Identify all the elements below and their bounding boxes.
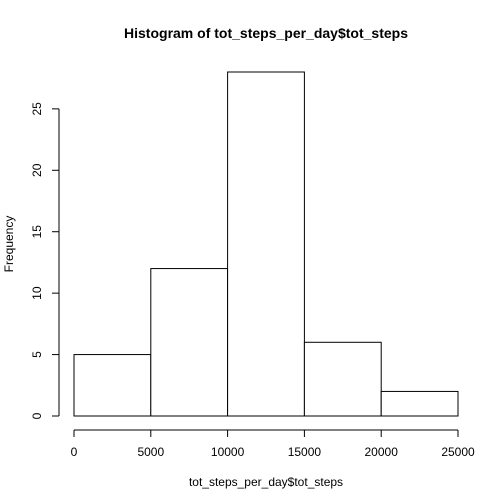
x-tick-label: 0 [71, 445, 78, 459]
y-tick-label: 25 [30, 102, 44, 116]
y-tick-label: 5 [30, 351, 44, 358]
x-tick-label: 25000 [441, 445, 475, 459]
y-axis-label: Frequency [2, 216, 16, 273]
histogram-bar-3 [228, 72, 305, 416]
histogram-bar-2 [151, 269, 228, 416]
x-tick-label: 15000 [288, 445, 322, 459]
x-axis: 0 5000 10000 15000 20000 25000 [71, 430, 475, 459]
histogram-bar-1 [74, 355, 151, 416]
x-axis-label: tot_steps_per_day$tot_steps [189, 475, 343, 489]
histogram-bar-4 [304, 342, 381, 416]
bars-group [74, 72, 458, 416]
y-tick-label: 15 [30, 225, 44, 239]
y-tick-label: 10 [30, 286, 44, 300]
chart-title: Histogram of tot_steps_per_day$tot_steps [124, 25, 408, 41]
x-tick-label: 10000 [211, 445, 245, 459]
y-tick-label: 0 [30, 412, 44, 419]
y-tick-label: 20 [30, 163, 44, 177]
y-axis: 0 5 10 15 20 25 [30, 102, 59, 419]
x-tick-label: 5000 [137, 445, 164, 459]
histogram-bar-5 [381, 391, 458, 416]
x-tick-label: 20000 [365, 445, 399, 459]
